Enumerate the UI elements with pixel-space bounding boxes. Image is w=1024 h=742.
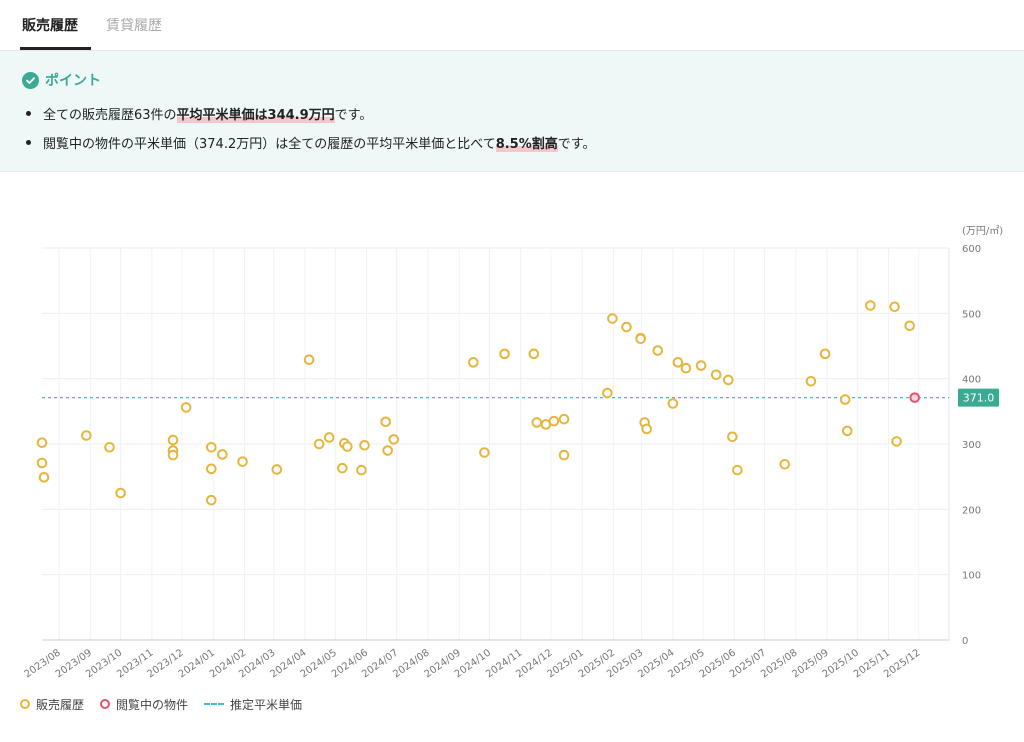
sales-point: [499, 348, 510, 360]
tab-bar: 販売履歴 賃貸履歴: [0, 0, 1024, 51]
sales-point: [323, 432, 335, 443]
sales-point: [819, 348, 831, 360]
price-scatter-chart: 0100200300400500600(万円/㎡)2023/082023/092…: [23, 225, 1004, 680]
point-header: ポイント: [22, 70, 101, 90]
sales-point: [271, 464, 283, 475]
sales-point: [621, 321, 632, 333]
sales-point: [382, 445, 393, 456]
tab-sales-history[interactable]: 販売履歴: [22, 18, 78, 34]
sales-point: [667, 398, 679, 409]
summary-bullet-comparison: 閲覧中の物件の平米単価（374.2万円）は全ての履歴の平均平米単価と比べて8.5…: [26, 135, 595, 155]
sales-point: [303, 354, 315, 366]
sales-point: [695, 360, 707, 371]
sales-point: [558, 413, 570, 425]
sales-point: [206, 463, 217, 475]
y-tick-label: 300: [962, 440, 981, 451]
sales-point: [206, 441, 217, 453]
sales-point: [779, 458, 791, 470]
sales-point: [865, 300, 876, 311]
summary-bullet-average: 全ての販売履歴63件の平均平米単価は344.9万円です。: [26, 106, 372, 126]
sales-point: [602, 387, 613, 399]
y-tick-label: 200: [962, 505, 981, 516]
sales-point: [237, 456, 248, 467]
sales-point: [342, 441, 353, 452]
bullet1-text: 全ての販売履歴63件の: [43, 108, 177, 123]
sales-point: [81, 430, 92, 441]
sales-point: [841, 425, 853, 437]
sales-point: [167, 449, 179, 461]
sales-point: [652, 345, 664, 356]
sales-point: [356, 464, 367, 476]
sales-point: [732, 464, 743, 476]
sales-point: [805, 375, 817, 387]
sales-point: [680, 362, 692, 374]
sales-point: [727, 431, 738, 443]
y-tick-label: 100: [962, 571, 981, 582]
legend-sales[interactable]: 販売履歴: [20, 696, 84, 713]
sales-point: [558, 449, 570, 461]
sales-point: [36, 437, 48, 448]
y-axis-unit-label: (万円/㎡): [962, 225, 1003, 237]
sales-point: [479, 447, 490, 458]
sales-point: [468, 357, 479, 368]
point-summary-box: ポイント 全ての販売履歴63件の平均平米単価は344.9万円です。 閲覧中の物件…: [0, 51, 1024, 172]
y-tick-label: 0: [962, 636, 968, 647]
sales-point: [891, 436, 902, 447]
sales-point: [839, 394, 851, 405]
estimate-value-badge: [958, 388, 999, 407]
sales-point: [607, 313, 618, 324]
bullet1-highlight: 平均平米単価は344.9万円: [176, 108, 335, 123]
sales-point: [359, 440, 370, 451]
legend-estimate[interactable]: 推定平米単価: [204, 696, 302, 713]
legend-estimate-line-icon: [204, 703, 225, 705]
legend-current[interactable]: 閲覧中の物件: [100, 696, 188, 713]
estimate-value-label: 371.0: [963, 392, 995, 405]
sales-point: [388, 434, 400, 445]
sales-point: [36, 457, 48, 469]
sales-point: [38, 472, 50, 483]
legend-current-marker-icon: [100, 699, 111, 709]
bullet2-text: 閲覧中の物件の平米単価（374.2万円）は全ての履歴の平均平米単価と比べて: [43, 137, 496, 152]
sales-point: [904, 320, 915, 332]
bullet2-suffix: です。: [557, 137, 596, 152]
legend-estimate-label: 推定平米単価: [230, 697, 303, 712]
legend-current-label: 閲覧中の物件: [116, 697, 189, 712]
legend-sales-label: 販売履歴: [36, 697, 85, 712]
sales-point: [104, 441, 115, 453]
sales-point: [528, 348, 540, 360]
sales-point: [889, 301, 900, 313]
sales-point: [672, 357, 684, 368]
sales-point: [313, 438, 325, 450]
bullet1-suffix: です。: [334, 108, 373, 123]
bullet-dot: [26, 140, 31, 145]
y-tick-label: 600: [962, 244, 981, 255]
check-circle-icon: [22, 71, 39, 89]
sales-point: [337, 462, 348, 474]
y-tick-label: 400: [962, 375, 981, 386]
sales-point: [548, 415, 560, 427]
sales-point: [206, 494, 217, 506]
bullet-dot: [26, 111, 31, 116]
y-tick-label: 500: [962, 309, 981, 320]
current-property-point: [909, 392, 921, 403]
sales-point: [635, 333, 646, 345]
chart-legend: 販売履歴 閲覧中の物件 推定平米単価: [20, 696, 318, 712]
legend-sales-marker-icon: [20, 699, 30, 709]
sales-point: [710, 369, 722, 381]
sales-point: [641, 423, 652, 435]
active-tab-indicator: [20, 47, 91, 50]
tab-rental-history[interactable]: 賃貸履歴: [106, 18, 162, 34]
sales-point: [722, 374, 734, 386]
sales-point: [217, 449, 228, 460]
sales-point: [531, 417, 543, 428]
sales-point: [115, 487, 126, 499]
sales-point: [167, 434, 179, 446]
point-title: ポイント: [45, 73, 101, 89]
bullet2-highlight: 8.5%割高: [495, 137, 558, 152]
sales-point: [180, 402, 192, 413]
sales-point: [380, 416, 391, 428]
